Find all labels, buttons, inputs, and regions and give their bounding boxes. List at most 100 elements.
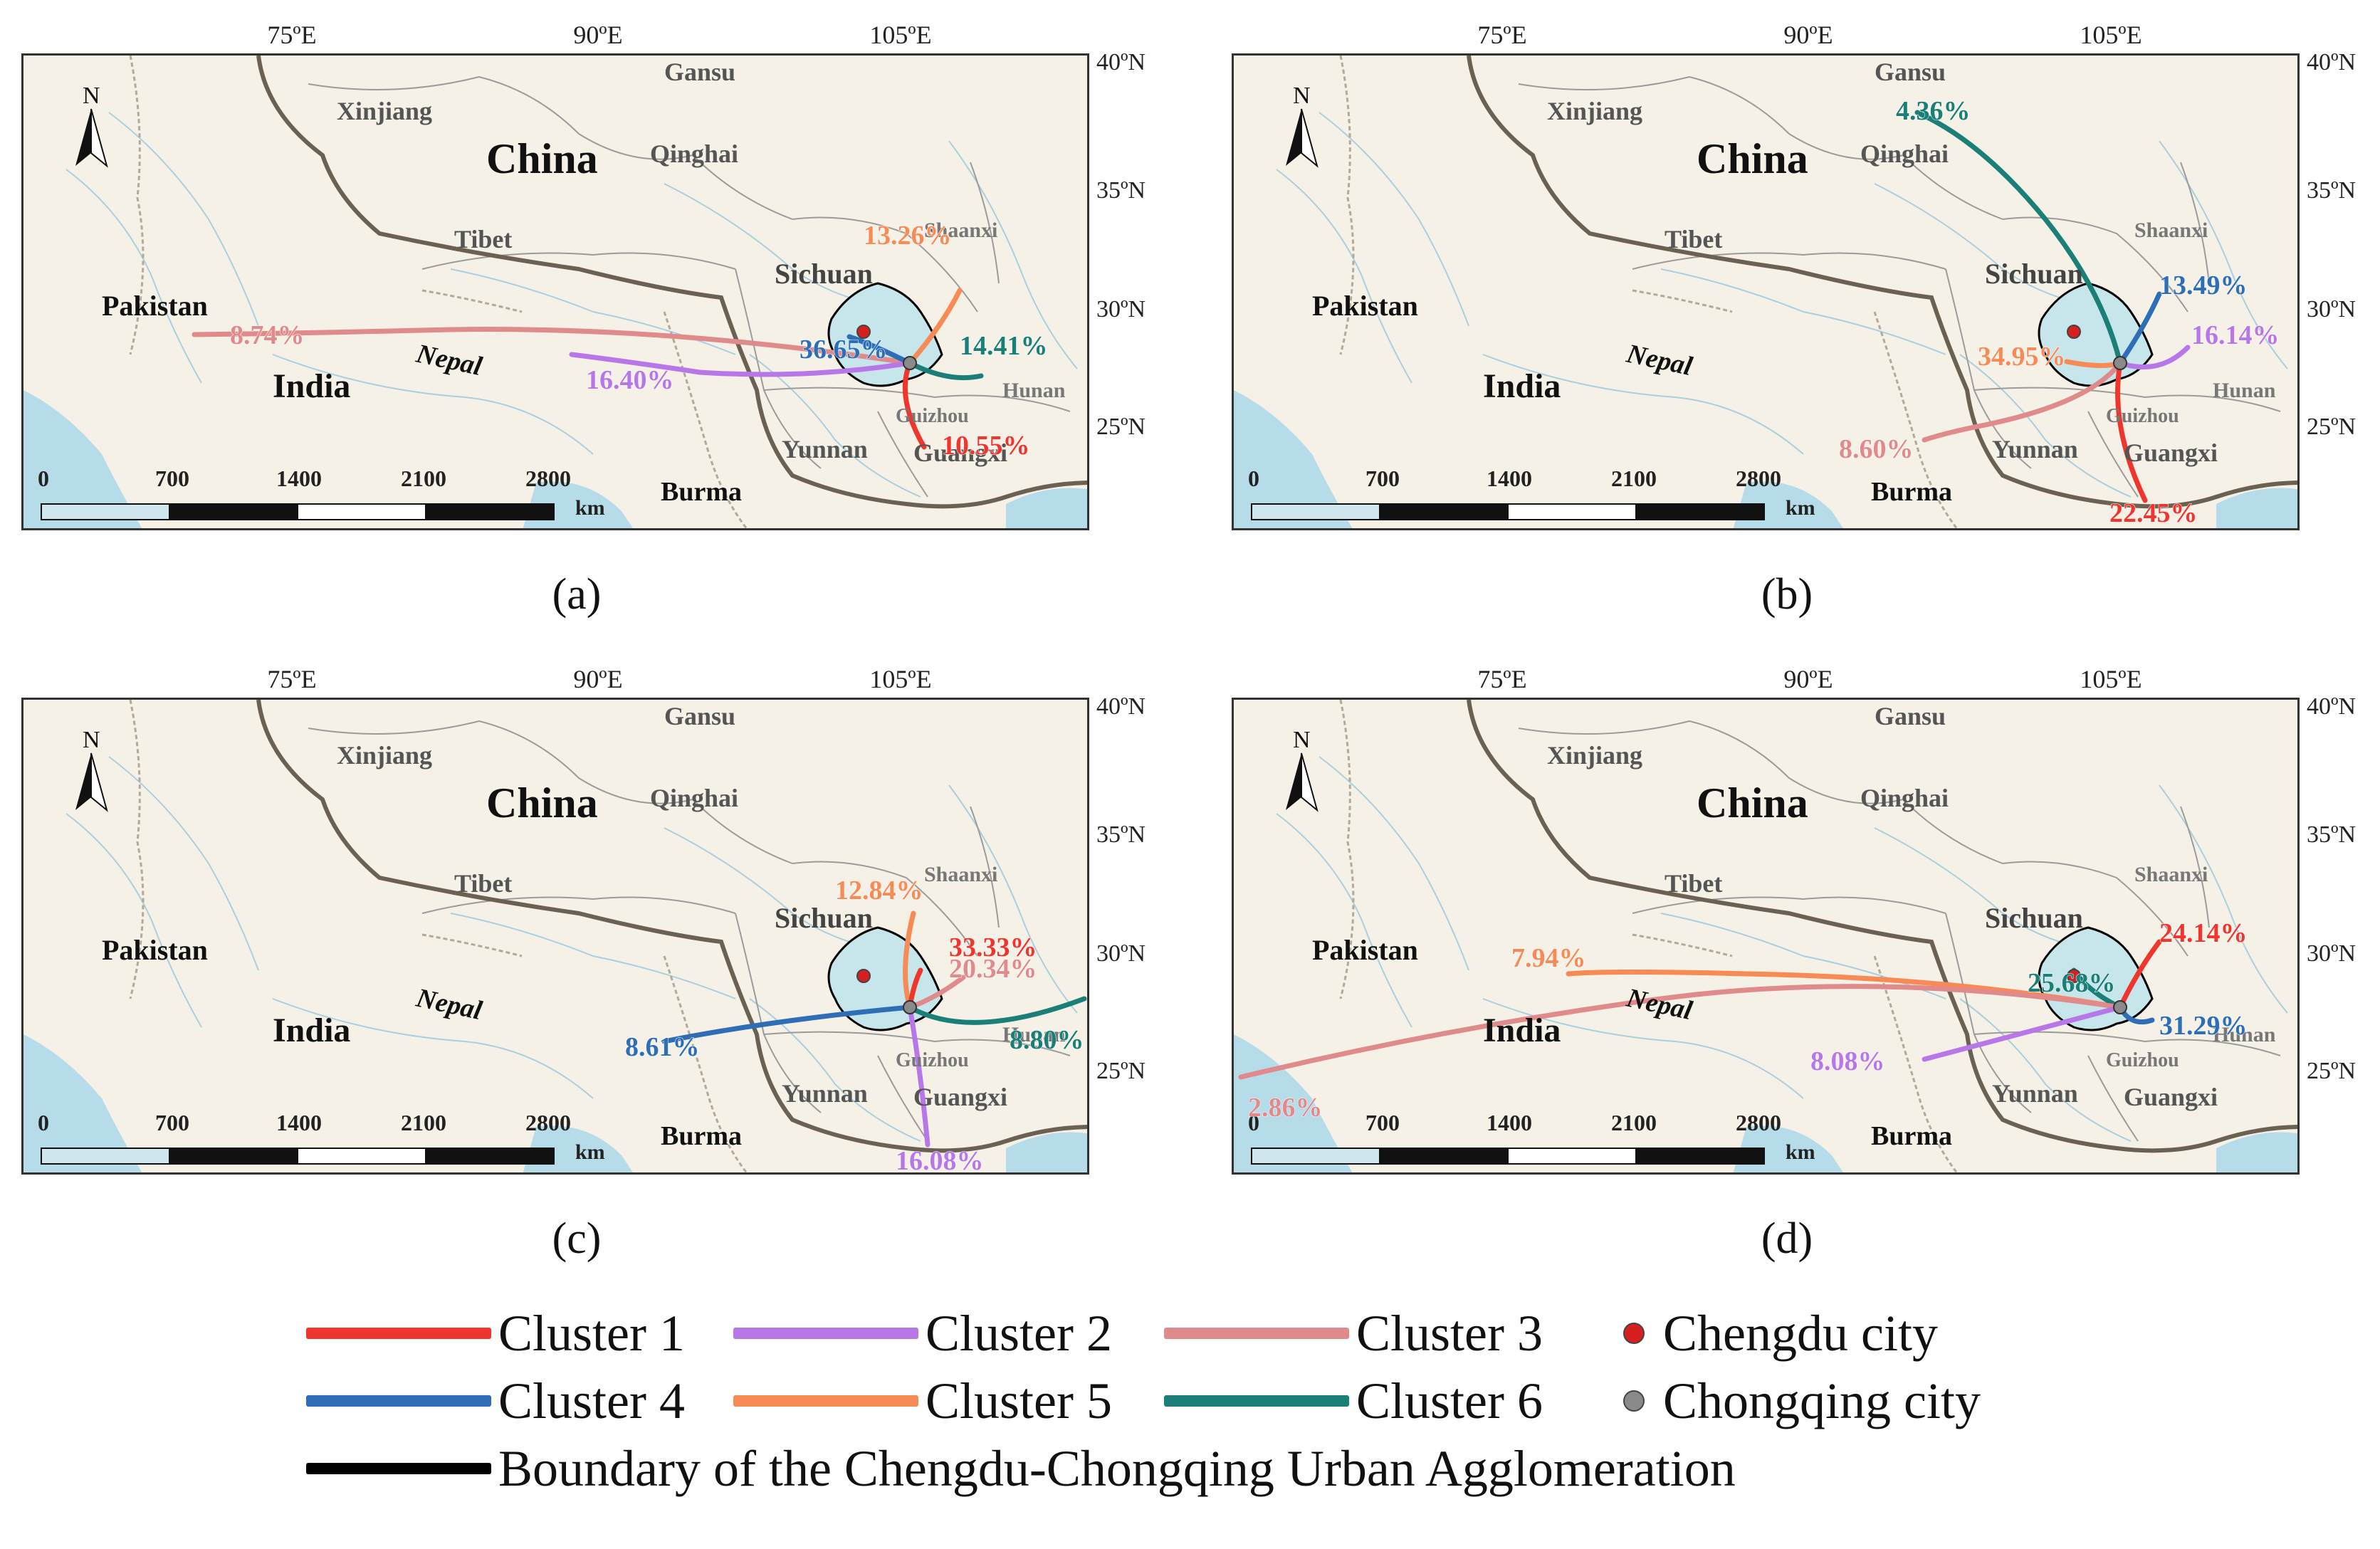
- cluster-6-flow-line: [907, 996, 1087, 1025]
- longitude-label-75: 75ºE: [1477, 665, 1527, 693]
- north-arrow-icon: N: [1286, 727, 1319, 812]
- province-borders: [1518, 720, 2281, 1142]
- legend-chongqing: Chongqing city: [1623, 1367, 1981, 1431]
- label-india: India: [273, 1012, 350, 1049]
- label-guangxi: Guangxi: [2124, 439, 2218, 467]
- cluster-2-percentage-label: 16.40%: [586, 365, 674, 395]
- label-guizhou: Guizhou: [2106, 1049, 2179, 1071]
- legend-swatch-cluster-3: [1164, 1328, 1349, 1340]
- map-frame: N China Xinjiang Gansu Qinghai Tibet Sha…: [1232, 698, 2300, 1175]
- province-borders: [308, 720, 1071, 1142]
- latitude-label-25: 25ºN: [1096, 1058, 1146, 1084]
- scale-tick-700: 700: [1365, 466, 1400, 491]
- latitude-label-30: 30ºN: [2307, 940, 2357, 967]
- scale-tick-0: 0: [1248, 1110, 1259, 1135]
- scale-tick-0: 0: [38, 466, 49, 491]
- cluster-2-flow-line: [1922, 1004, 2123, 1062]
- map-frame: N China Xinjiang Gansu Qinghai Tibet Sha…: [21, 698, 1089, 1175]
- cluster-1-percentage-label: 22.45%: [2109, 498, 2198, 528]
- cluster-4-percentage-label: 13.49%: [2159, 271, 2248, 300]
- cluster-3-percentage-label: 8.74%: [230, 320, 305, 350]
- scale-tick-700: 700: [155, 1110, 189, 1135]
- cluster-5-percentage-label: 7.94%: [1511, 943, 1586, 973]
- legend: Cluster 1 Cluster 2 Cluster 3 Chengdu ci…: [306, 1299, 2086, 1541]
- cluster-3-percentage-label: 20.34%: [949, 954, 1037, 984]
- longitude-label-105: 105ºE: [2080, 21, 2142, 49]
- longitude-label-105: 105ºE: [2080, 665, 2142, 693]
- cluster-1-flow-line: [2115, 360, 2148, 503]
- label-guangxi: Guangxi: [2124, 1083, 2218, 1111]
- cluster-3-flow-line: [192, 327, 913, 366]
- north-label: N: [1293, 83, 1311, 109]
- cluster-2-percentage-label: 8.08%: [1810, 1046, 1885, 1076]
- latitude-label-40: 40ºN: [1096, 693, 1146, 720]
- label-yunnan: Yunnan: [1992, 1079, 2078, 1108]
- china-national-border: [256, 700, 1087, 1153]
- longitude-label-75: 75ºE: [1477, 21, 1527, 49]
- cluster-6-flow-line: [1914, 110, 2123, 366]
- south-china-sea: [1006, 488, 1087, 528]
- scale-segment-2: [1379, 1148, 1509, 1165]
- latitude-label-35: 35ºN: [1096, 821, 1146, 848]
- label-xinjiang: Xinjiang: [337, 741, 432, 770]
- longitude-label-90: 90ºE: [573, 21, 623, 49]
- longitude-label-75: 75ºE: [267, 665, 317, 693]
- label-sichuan: Sichuan: [775, 902, 873, 934]
- scale-unit-label: km: [1786, 496, 1815, 520]
- south-china-sea: [2216, 1132, 2297, 1172]
- label-tibet: Tibet: [454, 869, 512, 898]
- cluster-6-percentage-label: 25.68%: [2028, 968, 2116, 998]
- cluster-5-percentage-label: 34.95%: [1978, 342, 2066, 372]
- label-burma: Burma: [1871, 477, 1952, 507]
- chongqing-city-marker: [2113, 356, 2127, 370]
- map-panel-a: 75ºE 90ºE 105ºE: [21, 0, 1146, 619]
- latitude-label-40: 40ºN: [2307, 693, 2357, 720]
- label-pakistan: Pakistan: [1312, 934, 1418, 966]
- scale-segment-1: [1251, 1148, 1380, 1165]
- label-sichuan: Sichuan: [1985, 902, 2083, 934]
- cluster-6-flow-line: [907, 360, 984, 381]
- label-india: India: [1483, 1012, 1561, 1049]
- scale-unit-label: km: [575, 496, 605, 520]
- arabian-sea: [1234, 1034, 1353, 1172]
- scale-segment-1: [41, 1148, 170, 1165]
- map-panel-d: 75ºE 90ºE 105ºE: [1232, 644, 2356, 1263]
- scale-tick-2100: 2100: [1611, 1110, 1657, 1135]
- cluster-2-flow-line: [569, 352, 913, 377]
- label-tibet: Tibet: [1665, 869, 1722, 898]
- south-china-sea: [1006, 1132, 1087, 1172]
- label-china: China: [1697, 779, 1808, 826]
- latitude-label-40: 40ºN: [2307, 49, 2357, 75]
- chengdu-city-marker: [856, 325, 871, 339]
- longitude-label-90: 90ºE: [1783, 665, 1833, 693]
- cluster-6-percentage-label: 4.36%: [1896, 96, 1971, 126]
- scale-segment-2: [169, 1148, 298, 1165]
- scale-tick-0: 0: [1248, 466, 1259, 491]
- label-gansu: Gansu: [664, 702, 735, 730]
- label-shaanxi: Shaanxi: [924, 863, 997, 886]
- rivers: [1276, 112, 2288, 498]
- cluster-lines: [192, 288, 984, 450]
- label-burma: Burma: [661, 1121, 742, 1151]
- cluster-6-percentage-label: 8.80%: [1010, 1025, 1084, 1055]
- scale-segment-4: [1635, 1148, 1765, 1165]
- legend-chongqing-icon: [1623, 1390, 1645, 1412]
- label-xinjiang: Xinjiang: [1547, 741, 1642, 770]
- cluster-4-flow-line: [661, 1004, 913, 1044]
- cluster-lines: [1914, 110, 2191, 503]
- scale-segment-3: [297, 503, 426, 520]
- map-canvas: N China Xinjiang Gansu Qinghai Tibet Sha…: [1234, 56, 2297, 529]
- percentage-labels: 4.36% 13.49% 16.14% 34.95% 8.60% 22.45%: [1839, 96, 2280, 529]
- panel-caption: (d): [1761, 1214, 1813, 1263]
- scale-tick-700: 700: [155, 466, 189, 491]
- label-sichuan: Sichuan: [775, 258, 873, 290]
- scale-tick-2100: 2100: [1611, 466, 1657, 491]
- label-guizhou: Guizhou: [896, 405, 969, 427]
- cluster-3-percentage-label: 8.60%: [1839, 434, 1914, 464]
- longitude-label-105: 105ºE: [869, 665, 932, 693]
- legend-chengdu-icon: [1623, 1323, 1645, 1345]
- label-pakistan: Pakistan: [102, 290, 208, 322]
- scale-segment-2: [169, 503, 298, 520]
- country-borders: [129, 56, 748, 528]
- latitude-label-25: 25ºN: [1096, 414, 1146, 440]
